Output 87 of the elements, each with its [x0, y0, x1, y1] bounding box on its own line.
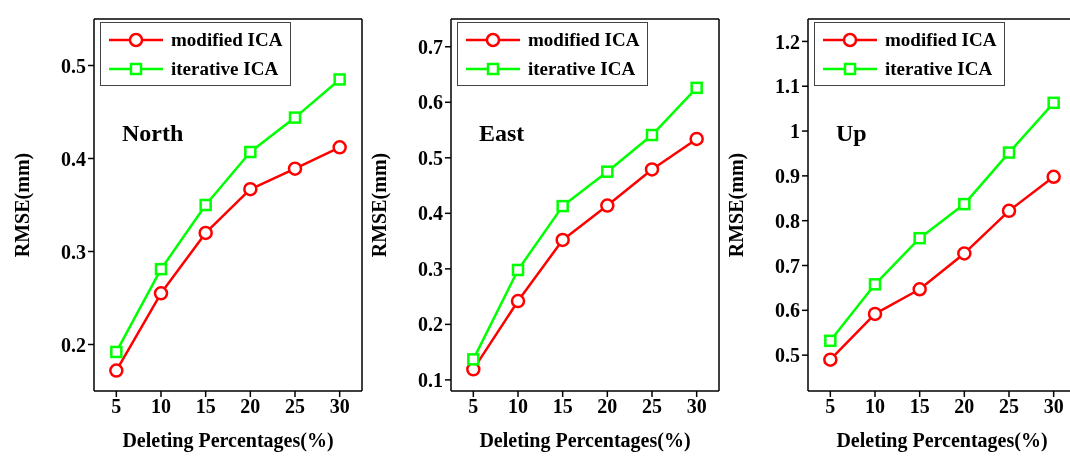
point [511, 263, 525, 277]
point [1046, 169, 1061, 185]
point [824, 334, 837, 348]
y-tick-label: 0.3 [61, 240, 86, 263]
point [244, 145, 257, 159]
y-tick-label: 1.2 [775, 30, 800, 53]
point [600, 198, 615, 213]
x-tick-label: 20 [240, 395, 261, 418]
point [243, 181, 258, 197]
y-tick-label: 0.8 [775, 209, 800, 232]
x-tick-label: 15 [195, 395, 216, 418]
x-tick-label: 30 [1043, 395, 1064, 418]
y-tick-label: 0.2 [61, 333, 86, 356]
point [109, 363, 124, 378]
x-tick-label: 25 [999, 395, 1019, 418]
x-tick-label: 25 [642, 395, 662, 418]
point [198, 225, 213, 241]
x-tick-label: 30 [329, 395, 350, 418]
point [868, 278, 882, 291]
point [555, 232, 570, 248]
point [154, 262, 168, 276]
point [601, 165, 614, 178]
y-tick-label: 0.5 [61, 54, 86, 77]
y-tick-label: 0.1 [418, 369, 443, 391]
y-tick-label: 0.6 [418, 91, 443, 114]
x-tick-label: 15 [552, 395, 573, 418]
legend-label: iterative ICA [528, 57, 636, 80]
point [912, 282, 927, 297]
y-tick-label: 0.7 [775, 254, 800, 277]
x-tick-label: 5 [111, 395, 122, 418]
y-axis-title: RMSE(mm) [368, 152, 392, 258]
x-axis-title: Deleting Percentages(%) [122, 429, 334, 452]
legend-label: modified ICA [885, 28, 997, 51]
y-tick-label: 1 [790, 120, 800, 143]
x-axis-title: Deleting Percentages(%) [479, 429, 691, 452]
annotation: East [479, 120, 525, 147]
y-tick-label: 0.3 [418, 257, 443, 280]
point [288, 111, 302, 124]
y-axis-title: RMSE(mm) [725, 152, 749, 258]
point [645, 128, 659, 142]
x-tick-label: 10 [865, 395, 885, 418]
annotation: Up [836, 120, 867, 147]
point [556, 199, 569, 213]
x-tick-label: 5 [468, 395, 479, 418]
y-tick-label: 0.4 [61, 147, 86, 170]
point [690, 81, 703, 95]
point [110, 345, 123, 359]
point [332, 140, 347, 155]
point [689, 131, 704, 147]
x-tick-label: 5 [825, 395, 836, 418]
y-tick-label: 0.9 [775, 164, 800, 187]
y-tick-label: 1.1 [775, 75, 800, 98]
y-tick-label: 0.4 [418, 202, 443, 225]
x-tick-label: 30 [686, 395, 707, 418]
y-axis-title: RMSE(mm) [11, 152, 35, 258]
point [958, 197, 971, 211]
x-tick-label: 10 [151, 395, 171, 418]
legend-label: iterative ICA [171, 57, 279, 80]
x-tick-label: 20 [597, 395, 618, 418]
y-tick-label: 0.2 [418, 313, 443, 336]
point [153, 286, 169, 301]
x-tick-label: 20 [954, 395, 975, 418]
point [287, 161, 303, 176]
point [467, 353, 480, 366]
y-tick-label: 0.7 [418, 35, 443, 58]
point [957, 246, 972, 261]
legend-label: modified ICA [528, 28, 640, 51]
y-tick-label: 0.6 [775, 299, 800, 322]
point [510, 293, 526, 309]
x-axis-title: Deleting Percentages(%) [836, 429, 1048, 452]
annotation: North [122, 120, 184, 147]
point [1001, 203, 1017, 219]
point [644, 162, 660, 177]
point [913, 231, 926, 245]
legend-label: iterative ICA [885, 57, 993, 80]
legend-label: modified ICA [171, 28, 283, 51]
point [1002, 146, 1016, 159]
x-tick-label: 25 [285, 395, 305, 418]
point [1047, 96, 1060, 110]
point [199, 198, 212, 212]
point [823, 352, 838, 367]
y-tick-label: 0.5 [775, 344, 800, 367]
point [333, 73, 346, 86]
point [867, 306, 883, 322]
x-tick-label: 10 [508, 395, 528, 418]
y-tick-label: 0.5 [418, 146, 443, 169]
x-tick-label: 15 [909, 395, 930, 418]
